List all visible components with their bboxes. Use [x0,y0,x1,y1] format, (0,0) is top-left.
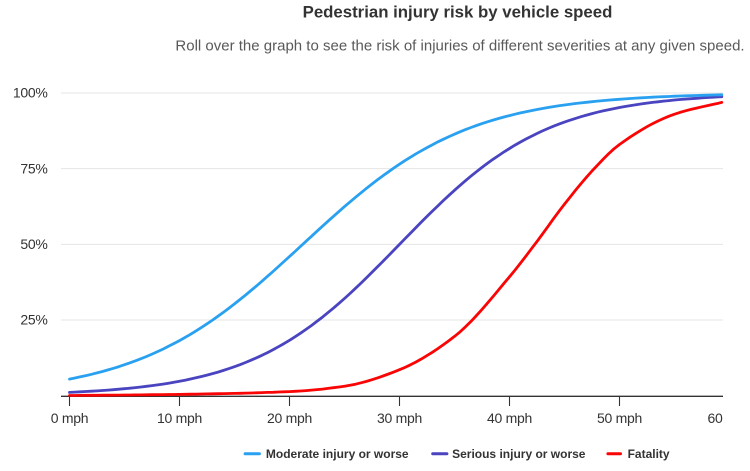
svg-text:50%: 50% [20,236,47,252]
svg-text:Roll over the graph to see the: Roll over the graph to see the risk of i… [175,38,744,55]
svg-text:0 mph: 0 mph [51,410,88,426]
svg-text:40 mph: 40 mph [487,410,532,426]
svg-text:20 mph: 20 mph [267,410,312,426]
svg-text:25%: 25% [20,312,47,328]
svg-text:Fatality: Fatality [628,447,670,461]
svg-text:60: 60 [708,410,723,426]
svg-text:100%: 100% [13,85,48,101]
svg-text:10 mph: 10 mph [157,410,202,426]
svg-text:Pedestrian injury risk by vehi: Pedestrian injury risk by vehicle speed [303,3,613,22]
svg-text:75%: 75% [20,160,47,176]
svg-text:50 mph: 50 mph [597,410,642,426]
svg-text:Serious injury or worse: Serious injury or worse [452,447,586,461]
svg-text:30 mph: 30 mph [377,410,422,426]
svg-text:Moderate injury or worse: Moderate injury or worse [266,447,409,461]
